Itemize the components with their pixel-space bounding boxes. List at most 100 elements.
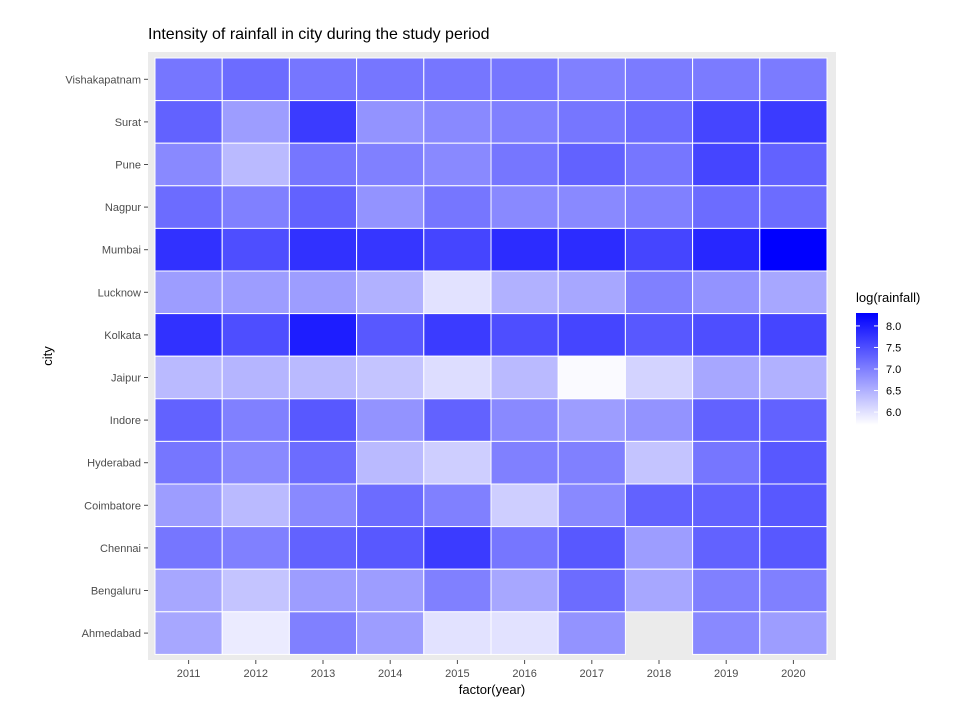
legend-colorbar [856, 313, 878, 425]
heatmap-tile [759, 100, 828, 144]
heatmap-tile [759, 185, 828, 229]
x-axis-title: factor(year) [459, 682, 525, 697]
heatmap-tile [557, 526, 626, 570]
heatmap-tile [490, 142, 559, 187]
heatmap-tile [624, 440, 694, 485]
heatmap-tile [423, 483, 492, 528]
heatmap-tile [490, 227, 559, 272]
heatmap-tile [490, 57, 559, 102]
heatmap-tile [356, 142, 425, 187]
heatmap-tile [288, 57, 358, 102]
heatmap-tile [423, 568, 492, 613]
heatmap-tile [356, 398, 425, 442]
heatmap-tile [624, 270, 694, 315]
heatmap-tile [692, 57, 761, 102]
y-tick-label: Vishakapatnam [65, 74, 141, 86]
heatmap-tile [221, 526, 290, 570]
heatmap-tile [221, 270, 290, 315]
y-tick-label: Bengaluru [91, 586, 141, 598]
heatmap-tile [288, 398, 358, 442]
x-tick-label: 2018 [647, 668, 671, 680]
heatmap-tile [557, 440, 626, 485]
heatmap-tile [490, 483, 559, 528]
heatmap-tile [221, 142, 290, 187]
heatmap-tile [288, 100, 358, 144]
legend-tick-label: 8.0 [886, 321, 901, 333]
heatmap-tile [759, 142, 828, 187]
heatmap-tile [154, 611, 223, 655]
heatmap-tile [221, 483, 290, 528]
heatmap-tile [356, 57, 425, 102]
heatmap-tile [490, 100, 559, 144]
heatmap-tile [692, 227, 761, 272]
heatmap-tile [154, 100, 223, 144]
heatmap-tile [288, 611, 358, 655]
x-tick-label: 2013 [311, 668, 335, 680]
heatmap-tile [221, 568, 290, 613]
heatmap-tile [356, 185, 425, 229]
heatmap-tile [557, 57, 626, 102]
heatmap-tile [221, 313, 290, 357]
legend-tick-label: 7.5 [886, 342, 901, 354]
heatmap-tile [624, 185, 694, 229]
x-tick-label: 2019 [714, 668, 738, 680]
heatmap-tile [423, 526, 492, 570]
heatmap-tile [557, 611, 626, 655]
heatmap-tile [624, 313, 694, 357]
heatmap-tile [557, 483, 626, 528]
heatmap-tile [154, 440, 223, 485]
legend-tick-label: 6.0 [886, 407, 901, 419]
heatmap-tile [692, 526, 761, 570]
x-tick-label: 2020 [781, 668, 805, 680]
heatmap-tile [624, 142, 694, 187]
heatmap-tile [221, 227, 290, 272]
legend-tick-label: 6.5 [886, 386, 901, 398]
y-tick-label: Surat [115, 117, 141, 129]
heatmap-tile [692, 611, 761, 655]
heatmap-tile [356, 440, 425, 485]
heatmap-tile [759, 270, 828, 315]
heatmap-tile [221, 100, 290, 144]
heatmap-tile [692, 270, 761, 315]
x-tick-label: 2015 [445, 668, 469, 680]
heatmap-tile [356, 227, 425, 272]
heatmap-tile [557, 270, 626, 315]
y-tick-label: Kolkata [104, 330, 142, 342]
heatmap-tile [154, 483, 223, 528]
heatmap-tile [490, 568, 559, 613]
heatmap-tile [759, 398, 828, 442]
heatmap-tile [154, 568, 223, 613]
heatmap-tile [692, 100, 761, 144]
heatmap-tile [624, 526, 694, 570]
heatmap-tile [624, 227, 694, 272]
heatmap-tile [759, 313, 828, 357]
heatmap-tile [154, 355, 223, 400]
heatmap-tile [288, 270, 358, 315]
heatmap-tile [624, 483, 694, 528]
x-tick-label: 2012 [244, 668, 268, 680]
heatmap-tile [356, 568, 425, 613]
heatmap-tile [423, 227, 492, 272]
heatmap-tile [288, 142, 358, 187]
heatmap-tile [557, 398, 626, 442]
heatmap-tile [624, 57, 694, 102]
y-tick-label: Lucknow [98, 287, 141, 299]
heatmap-tile [154, 185, 223, 229]
heatmap-tile [490, 313, 559, 357]
heatmap-tile [154, 142, 223, 187]
heatmap-tile [490, 270, 559, 315]
heatmap-tile [288, 483, 358, 528]
legend-tick-label: 7.0 [886, 364, 901, 376]
heatmap-tile [423, 398, 492, 442]
heatmap-tile [154, 526, 223, 570]
heatmap-tile [490, 355, 559, 400]
heatmap-tile [423, 100, 492, 144]
heatmap-tile [154, 313, 223, 357]
heatmap-tile [557, 568, 626, 613]
heatmap-tile [692, 185, 761, 229]
x-tick-label: 2014 [378, 668, 402, 680]
heatmap-tile [356, 611, 425, 655]
y-tick-label: Jaipur [111, 373, 141, 385]
